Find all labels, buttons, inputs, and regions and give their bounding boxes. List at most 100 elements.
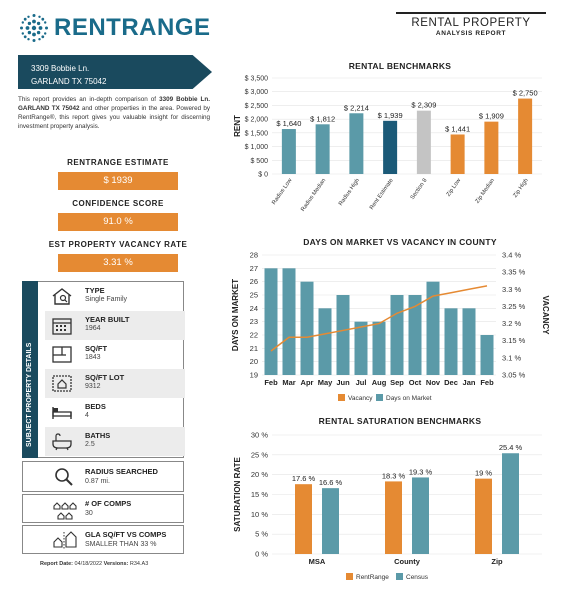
x-tick-label: Rent Estimate xyxy=(369,178,395,211)
detail-label: YEAR BUILT xyxy=(85,315,130,324)
y-tick-label: 21 xyxy=(250,344,258,353)
detail-row-type: TYPE Single Family xyxy=(45,282,185,311)
y-tick-label: 23 xyxy=(250,317,258,326)
x-tick-label: Mar xyxy=(282,378,295,387)
x-tick-label: Jun xyxy=(336,378,350,387)
details-side-bar: SUBJECT PROPERTY DETAILS xyxy=(22,281,38,458)
legend-label-census: Census xyxy=(406,574,429,581)
bar xyxy=(282,268,296,375)
report-date-label: Report Date: xyxy=(40,561,74,567)
bar xyxy=(426,281,440,375)
y2-axis-label: VACANCY xyxy=(541,296,550,336)
bar xyxy=(349,113,364,174)
x-tick-label: Dec xyxy=(444,378,458,387)
x-tick-label: Feb xyxy=(264,378,278,387)
data-label: 19.3 % xyxy=(409,467,433,476)
data-label: $ 1,812 xyxy=(310,114,335,123)
logo-icon xyxy=(20,14,48,42)
gla-panel: GLA SQ/FT VS COMPS SMALLER THAN 33 % xyxy=(22,525,184,554)
y-tick-label: $ 2,500 xyxy=(245,103,268,110)
x-tick-label: Apr xyxy=(301,378,314,387)
address-line1: 3309 Bobbie Ln. xyxy=(31,64,90,73)
bar xyxy=(295,484,312,554)
bar xyxy=(390,295,404,375)
detail-value: 4 xyxy=(85,412,89,419)
report-header: RENTAL PROPERTY ANALYSIS REPORT xyxy=(396,12,546,37)
bar xyxy=(502,453,519,554)
gla-label: GLA SQ/FT VS COMPS xyxy=(85,530,167,539)
bar xyxy=(518,98,533,174)
estimate-label: RENTRANGE ESTIMATE xyxy=(67,158,169,167)
bar xyxy=(315,124,330,174)
y-tick-label: 0 % xyxy=(255,550,268,559)
legend-swatch-census xyxy=(396,573,403,580)
report-subtitle: ANALYSIS REPORT xyxy=(435,30,507,37)
bar xyxy=(385,481,402,554)
vacancy-line xyxy=(270,285,488,352)
confidence-label: CONFIDENCE SCORE xyxy=(72,199,164,208)
x-tick-label: Radius Median xyxy=(300,178,327,213)
y-axis-label: DAYS ON MARKET xyxy=(231,279,240,351)
days-on-market-chart: 19 20 21 22 23 24 25 26 27 28 3.05 % 3.1 % 3.15 % 3.2… xyxy=(231,251,550,403)
comps-value: 30 xyxy=(85,510,93,517)
data-label: $ 1,441 xyxy=(445,124,470,133)
report-description: This report provides an in-depth compari… xyxy=(18,95,210,131)
y2-tick-label: 3.2 % xyxy=(502,319,522,328)
version: R34.A3 xyxy=(129,561,149,567)
bar xyxy=(408,295,422,375)
y2-tick-label: 3.25 % xyxy=(502,302,526,311)
x-tick-label: Aug xyxy=(372,378,387,387)
y2-tick-label: 3.4 % xyxy=(502,251,522,260)
report-date: 04/18/2022 xyxy=(74,561,103,567)
data-label: $ 2,214 xyxy=(344,103,369,112)
data-label: $ 2,309 xyxy=(411,101,436,110)
data-label: 25.4 % xyxy=(499,443,523,452)
legend-swatch-vacancy xyxy=(338,394,345,401)
bar xyxy=(300,281,314,375)
comps-count-panel: # OF COMPS 30 xyxy=(22,494,184,523)
details-section-title: SUBJECT PROPERTY DETAILS xyxy=(26,342,33,447)
x-tick-label: Section 8 xyxy=(410,178,429,201)
bar xyxy=(462,308,476,375)
bar xyxy=(412,477,429,554)
rental-benchmarks-chart: $ 0 $ 500 $ 1,000 $ 1,500 $ 2,000 $ 2,500 $ 3,… xyxy=(233,76,542,213)
desc-address: 3309 Bobbie Ln. GARLAND TX 75042 xyxy=(18,96,210,112)
bar xyxy=(372,321,386,375)
x-tick-label: Zip Median xyxy=(475,178,496,205)
y2-tick-label: 3.3 % xyxy=(502,285,522,294)
brand-name: RENTRANGE xyxy=(54,14,211,41)
house-icon xyxy=(52,288,72,305)
bar xyxy=(416,110,431,174)
y-axis-label: SATURATION RATE xyxy=(233,457,242,532)
bar xyxy=(322,488,339,554)
bar xyxy=(264,268,278,375)
y-tick-label: 19 xyxy=(250,371,258,380)
desc-pre: This report provides an in-depth compari… xyxy=(18,96,160,103)
y-tick-label: $ 1,500 xyxy=(245,130,268,137)
y-tick-label: $ 500 xyxy=(250,158,268,165)
y-tick-label: 10 % xyxy=(251,510,268,519)
y-tick-label: 27 xyxy=(250,264,258,273)
y-tick-label: 5 % xyxy=(255,530,268,539)
legend-swatch-days xyxy=(376,394,383,401)
desc-post: and other properties in the area. Powere… xyxy=(18,105,210,130)
legend-label-vacancy: Vacancy xyxy=(348,395,373,402)
y-tick-label: 20 % xyxy=(251,470,268,479)
y2-tick-label: 3.1 % xyxy=(502,353,522,362)
bar xyxy=(318,308,332,375)
data-label: $ 1,909 xyxy=(479,112,504,121)
x-tick-label: Oct xyxy=(409,378,422,387)
detail-label: TYPE xyxy=(85,286,105,295)
detail-label: SQ/FT LOT xyxy=(85,373,125,382)
legend-label-rentrange: RentRange xyxy=(356,574,389,581)
data-label: $ 1,640 xyxy=(276,119,301,128)
y-tick-label: $ 3,000 xyxy=(245,89,268,96)
detail-row-year-built: YEAR BUILT 1964 xyxy=(45,311,185,340)
radius-searched-panel: RADIUS SEARCHED 0.87 mi. xyxy=(22,461,184,492)
chart-title-rental-benchmarks: RENTAL BENCHMARKS xyxy=(348,61,452,71)
detail-label: SQ/FT xyxy=(85,344,108,353)
x-tick-label: Zip High xyxy=(512,178,529,199)
gla-compare-icon xyxy=(53,531,77,550)
report-title: RENTAL PROPERTY xyxy=(411,17,531,29)
y-tick-label: 20 xyxy=(250,357,258,366)
